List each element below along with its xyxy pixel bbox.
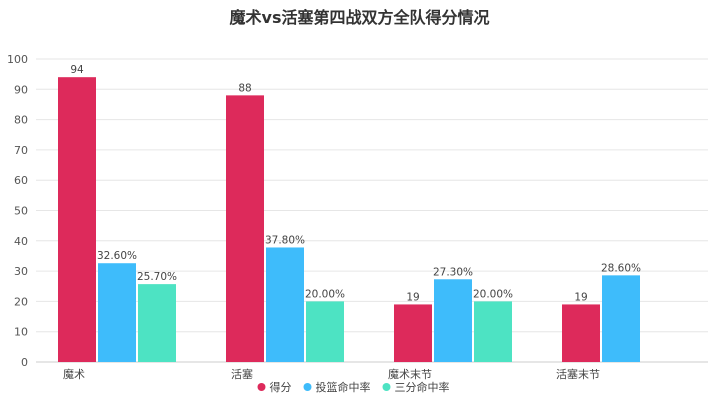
bar (98, 263, 136, 362)
data-label: 88 (238, 82, 251, 94)
y-tick-label: 70 (14, 144, 28, 157)
legend-marker (303, 383, 312, 391)
y-tick-label: 0 (21, 356, 28, 369)
bar (58, 77, 96, 363)
data-label: 19 (574, 291, 587, 303)
y-tick-label: 100 (7, 53, 28, 66)
legend-marker (257, 383, 266, 391)
bar (474, 301, 512, 362)
data-label: 20.00% (473, 288, 513, 300)
bar (138, 284, 176, 362)
bar (434, 279, 472, 362)
y-tick-label: 10 (14, 326, 28, 339)
x-tick-label: 活塞末节 (556, 367, 600, 381)
legend-marker (382, 383, 391, 391)
data-label: 27.30% (433, 266, 473, 278)
bar (266, 247, 304, 362)
y-tick-label: 60 (14, 174, 28, 187)
legend-label: 三分命中率 (395, 380, 450, 394)
data-label: 94 (70, 64, 84, 76)
x-tick-label: 活塞 (231, 367, 253, 381)
data-label: 32.60% (97, 250, 137, 262)
legend-label: 投篮命中率 (316, 380, 371, 394)
y-tick-label: 80 (14, 114, 28, 127)
legend-label: 得分 (270, 381, 292, 394)
data-label: 28.60% (601, 262, 641, 274)
bar (562, 304, 600, 362)
data-label: 20.00% (305, 288, 345, 300)
bar (602, 275, 640, 362)
data-label: 19 (406, 291, 419, 303)
chart-title: 魔术vs活塞第四战双方全队得分情况 (229, 8, 490, 27)
y-tick-label: 30 (14, 265, 28, 278)
bar (306, 301, 344, 362)
y-tick-label: 40 (14, 235, 28, 248)
data-label: 37.80% (265, 234, 305, 246)
bar (226, 95, 264, 363)
x-tick-label: 魔术末节 (388, 367, 432, 381)
y-tick-label: 20 (14, 295, 28, 308)
y-tick-label: 50 (14, 205, 28, 218)
y-tick-label: 90 (14, 83, 28, 96)
bar (394, 304, 432, 362)
x-tick-label: 魔术 (63, 367, 85, 381)
data-label: 25.70% (137, 271, 177, 283)
